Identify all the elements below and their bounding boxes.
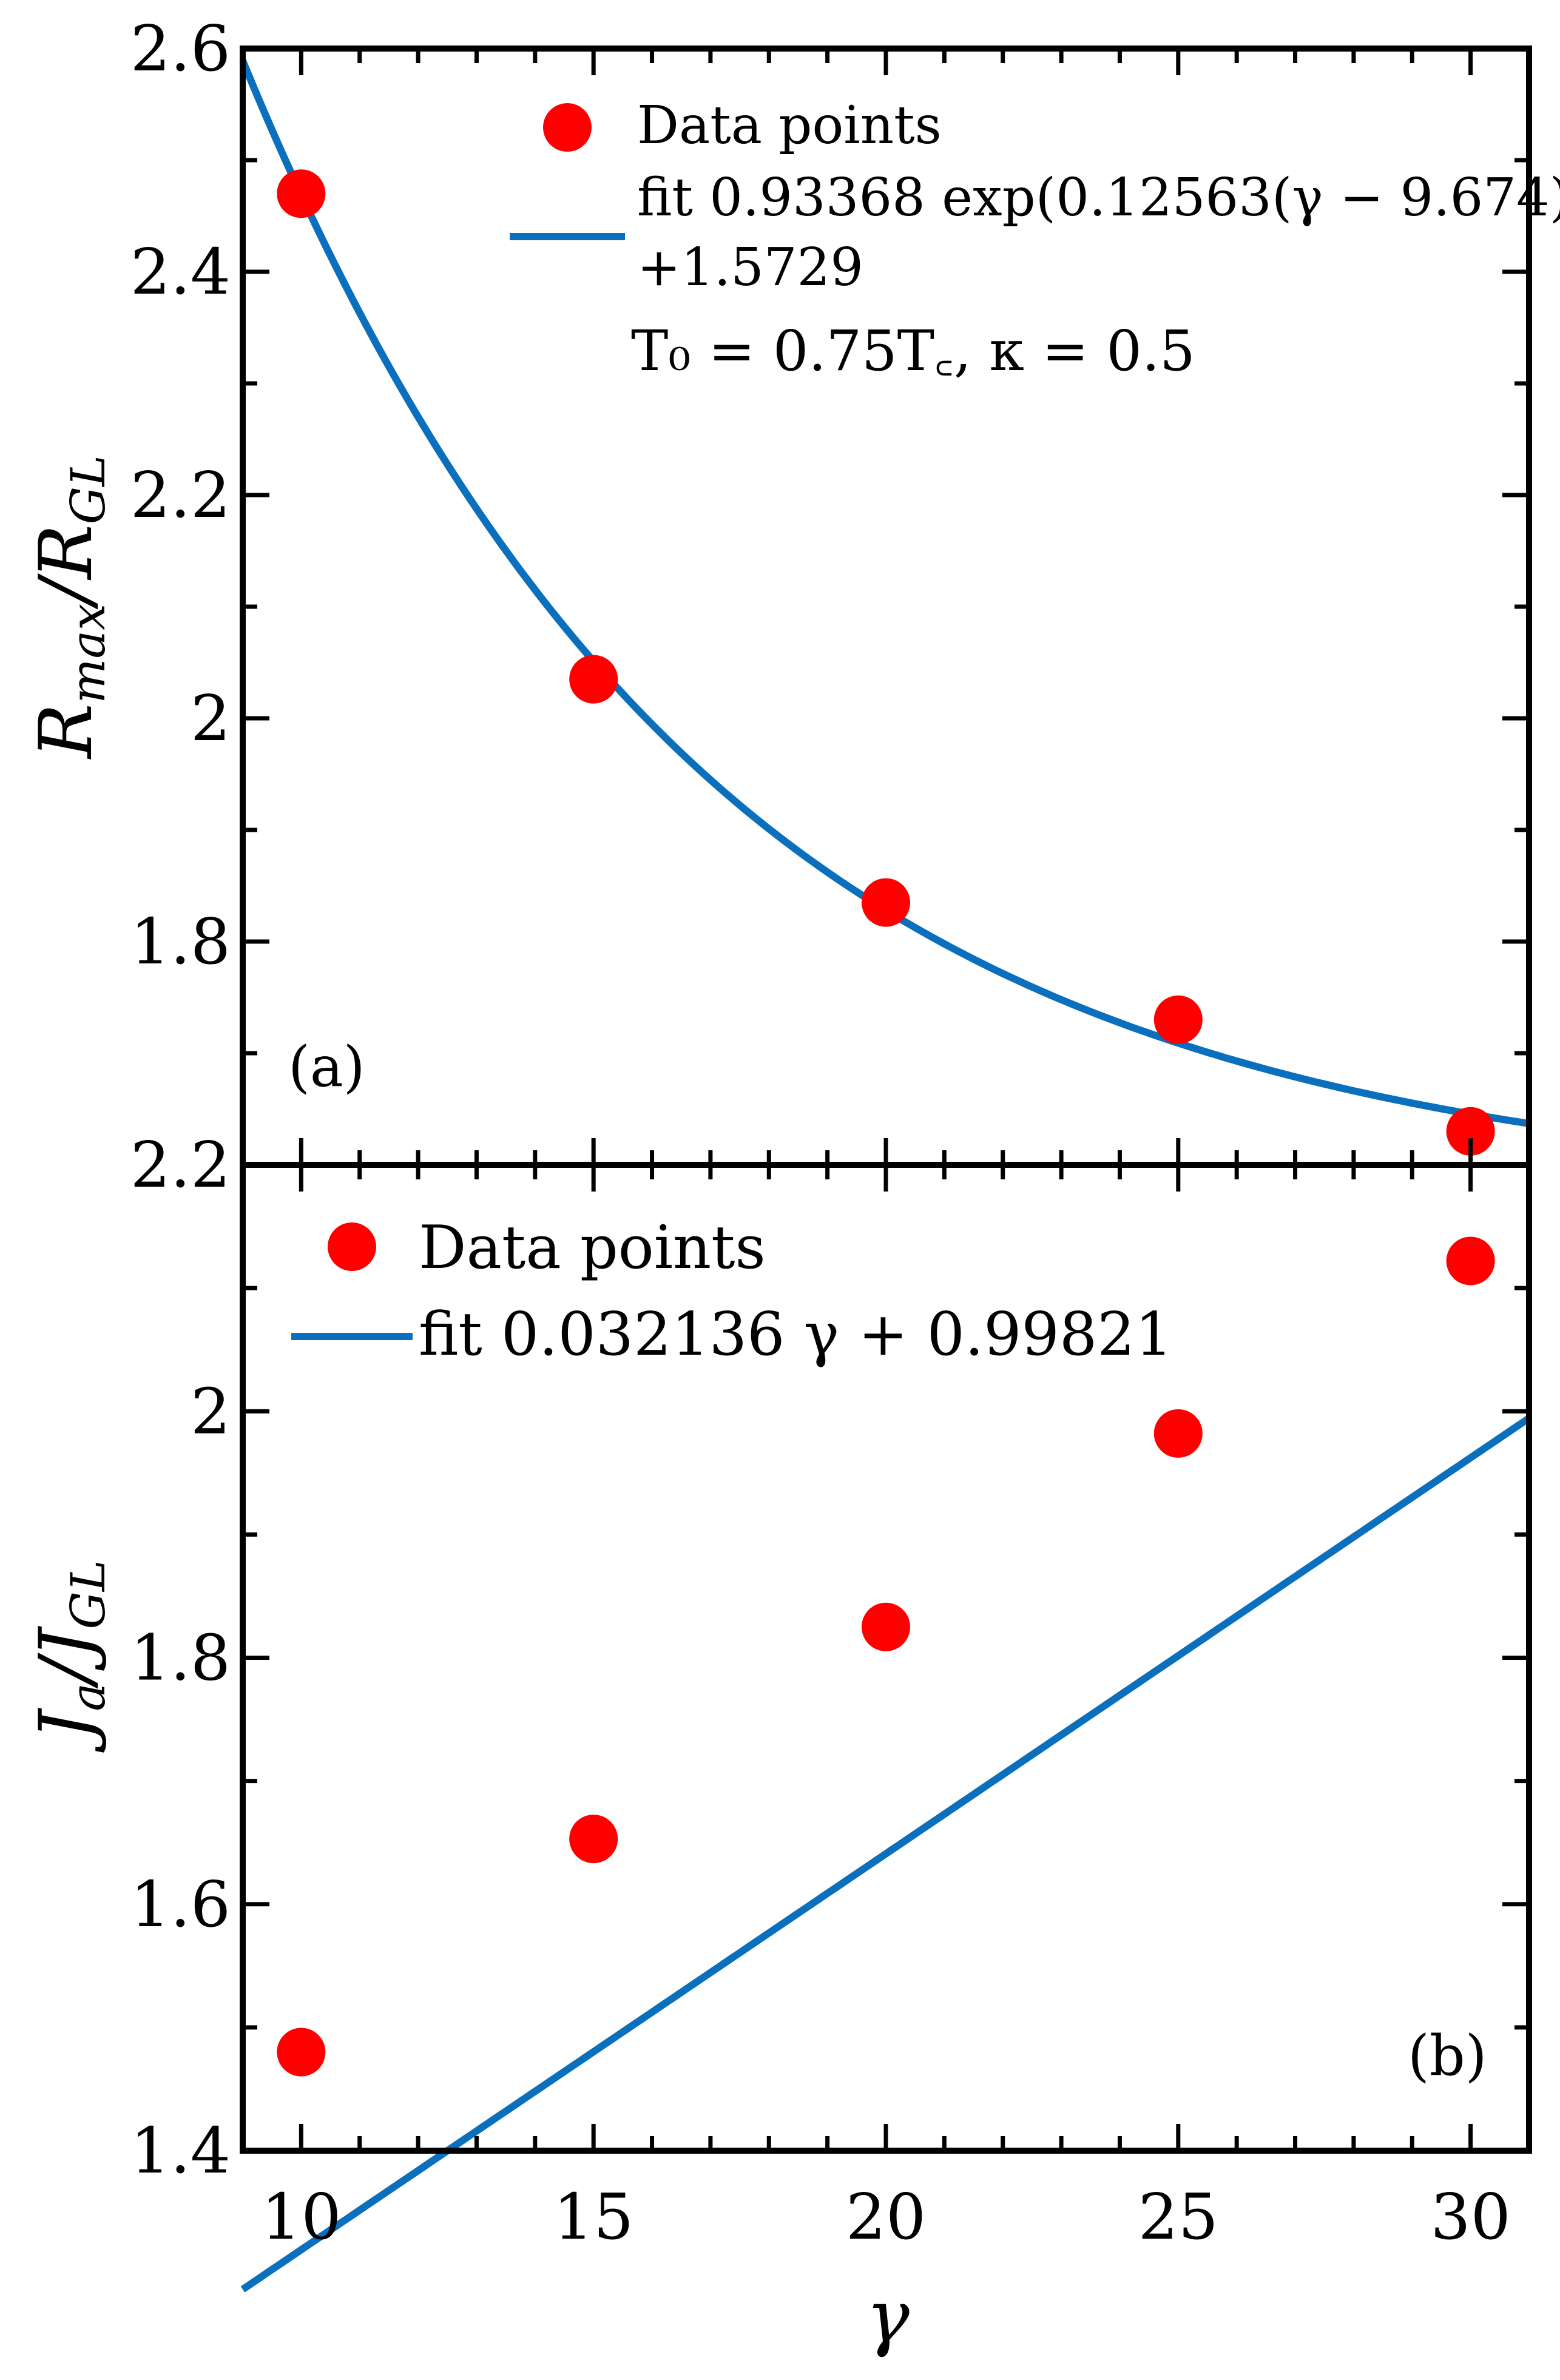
ytick-label-a-1: 1.8 [130, 905, 231, 979]
legend-a-fit-label-line1: fit 0.93368 exp(0.12563(γ − 9.674)) [637, 167, 1560, 228]
y-axis-title-b-sub1: a [61, 1683, 116, 1711]
panel-b: 1.4 1.6 1.8 2 10 15 20 25 30 Ja/JGL γ Data poin… [24, 1162, 1532, 2359]
xtick-label-2: 20 [846, 2180, 926, 2254]
ytick-labels-a-group: 2.2 1.8 2 2.2 2.4 2.6 [130, 12, 231, 1202]
data-point-b-0 [277, 2028, 326, 2077]
ytick-label-b-1: 1.6 [130, 1867, 231, 1941]
ytick-label-b-0: 1.4 [130, 2114, 231, 2188]
panel-label-a: (a) [288, 1034, 365, 1099]
data-point-b-3 [1153, 1409, 1203, 1458]
xtick-label-1: 15 [553, 2180, 633, 2254]
y-axis-title-b: Ja/JGL [24, 1560, 116, 1753]
y-axis-title-b-sub2: GL [61, 1560, 116, 1629]
ytick-label-a-4: 2.4 [130, 235, 231, 309]
y-axis-title-a-main: R [24, 704, 109, 760]
xtick-label-4: 30 [1430, 2180, 1510, 2254]
legend-a-points-label: Data points [637, 95, 942, 156]
y-axis-title-a-sub1: max [61, 604, 116, 703]
ytick-label-b-2: 1.8 [130, 1621, 231, 1695]
ytick-labels-b-group: 1.4 1.6 1.8 2 [130, 1374, 231, 2188]
data-point-a-2 [862, 878, 910, 927]
data-points-b-group [277, 1236, 1495, 2077]
x-axis-title: γ [866, 2275, 910, 2359]
data-points-a-group [277, 169, 1495, 1156]
data-point-a-0 [277, 169, 326, 218]
legend-b-fit-label: fit 0.032136 γ + 0.99821 [419, 1300, 1173, 1369]
y-axis-title-a: Rmax/RGL [24, 455, 116, 760]
fit-line-b [240, 1415, 1531, 2293]
panel-label-b: (b) [1408, 2023, 1487, 2088]
xtick-label-3: 25 [1138, 2180, 1218, 2254]
data-point-a-3 [1153, 995, 1203, 1044]
ytick-label-a-2: 2 [191, 681, 231, 755]
y-axis-title-b-slash: /J [24, 1626, 109, 1689]
ytick-label-a-5: 2.6 [130, 12, 231, 86]
y-axis-title-a-sub2: GL [61, 455, 116, 524]
ytick-label-a-3: 2.2 [130, 458, 231, 532]
ticks-b-group [243, 1165, 1529, 2151]
data-point-b-2 [862, 1602, 910, 1651]
legend-a: Data points fit 0.93368 exp(0.12563(γ − … [510, 95, 1560, 383]
legend-b-points-label: Data points [419, 1213, 766, 1283]
ytick-label-b-3: 2 [191, 1374, 231, 1448]
data-point-a-1 [569, 655, 618, 704]
legend-a-marker [543, 103, 592, 152]
legend-b: Data points fit 0.032136 γ + 0.99821 [291, 1213, 1173, 1369]
legend-a-fit-label-line2: +1.5729 [637, 237, 863, 298]
xtick-labels-b-group: 10 15 20 25 30 [261, 2180, 1511, 2254]
data-point-b-4 [1446, 1236, 1495, 1286]
y-axis-title-b-main: J [24, 1708, 109, 1753]
data-point-a-4 [1446, 1107, 1495, 1156]
ytick-label-a-0: 2.2 [130, 1128, 231, 1202]
fit-line-b-group [240, 1415, 1531, 2293]
data-point-b-1 [569, 1815, 618, 1864]
xtick-label-0: 10 [261, 2180, 341, 2254]
params-text-a: T₀ = 0.75T꜀, κ = 0.5 [631, 319, 1195, 383]
y-axis-title-a-slash: /R [24, 524, 109, 610]
ticks-a-group [243, 49, 1529, 1165]
panel-a: 2.2 1.8 2 2.2 2.4 2.6 Rmax/RGL Data points fi… [24, 12, 1560, 1202]
legend-b-marker [328, 1222, 376, 1271]
